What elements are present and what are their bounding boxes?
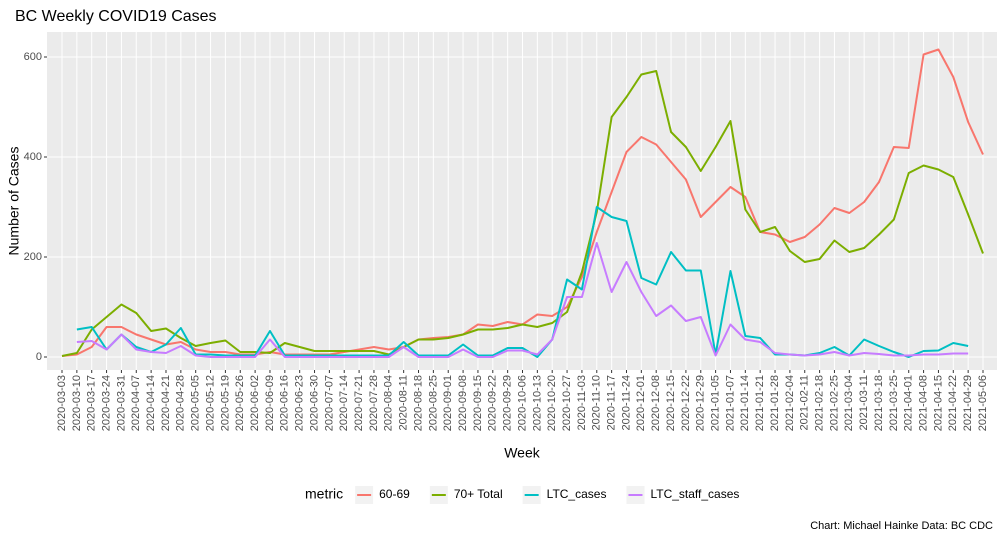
series-line <box>76 206 969 358</box>
x-tick-label: 2021-04-01 <box>903 375 915 431</box>
x-tick-label: 2020-05-19 <box>219 375 231 431</box>
x-tick-label: 2020-08-04 <box>383 375 395 431</box>
x-tick-label: 2020-08-25 <box>427 375 439 431</box>
x-tick-label: 2020-03-31 <box>115 375 127 431</box>
x-tick-label: 2020-06-02 <box>249 375 261 431</box>
x-tick-label: 2021-01-05 <box>710 375 722 431</box>
x-tick-label: 2020-11-17 <box>606 375 618 430</box>
y-tick-label: 200 <box>24 251 42 263</box>
x-tick-label: 2020-11-24 <box>620 375 632 430</box>
x-tick-label: 2020-09-29 <box>502 375 514 431</box>
x-tick-label: 2020-03-24 <box>100 375 112 431</box>
x-tick-label: 2021-01-07 <box>724 375 736 431</box>
chart-title: BC Weekly COVID19 Cases <box>15 8 217 25</box>
x-tick-label: 2020-03-17 <box>86 375 98 431</box>
x-tick-label: 2020-12-01 <box>635 375 647 431</box>
x-tick-label: 2020-09-15 <box>472 375 484 431</box>
x-tick-label: 2020-04-14 <box>145 375 157 431</box>
x-tick-label: 2020-09-22 <box>487 375 499 431</box>
x-tick-label: 2021-01-21 <box>754 375 766 431</box>
x-tick-label: 2020-08-11 <box>398 375 410 430</box>
x-tick-label: 2020-09-08 <box>457 375 469 431</box>
legend-title: metric <box>305 486 343 502</box>
x-tick-label: 2021-04-15 <box>932 375 944 431</box>
legend-label: LTC_staff_cases <box>650 487 739 501</box>
x-tick-label: 2020-03-10 <box>71 375 83 431</box>
x-tick-label: 2020-10-13 <box>531 375 543 431</box>
x-tick-label: 2021-04-29 <box>962 375 974 431</box>
x-tick-label: 2021-02-11 <box>799 375 811 430</box>
legend-label: LTC_cases <box>547 487 607 501</box>
x-tick-label: 2020-06-23 <box>294 375 306 431</box>
x-tick-label: 2020-04-28 <box>175 375 187 431</box>
x-tick-label: 2020-12-29 <box>695 375 707 431</box>
x-tick-label: 2020-07-21 <box>353 375 365 431</box>
x-tick-label: 2020-04-07 <box>130 375 142 431</box>
x-tick-label: 2020-05-05 <box>190 375 202 431</box>
x-tick-label: 2020-10-06 <box>516 375 528 431</box>
x-tick-label: 2020-09-01 <box>442 375 454 431</box>
x-tick-label: 2020-07-28 <box>368 375 380 431</box>
x-tick-label: 2020-05-12 <box>204 375 216 431</box>
caption: Chart: Michael Hainke Data: BC CDC <box>810 520 993 532</box>
x-tick-label: 2020-04-21 <box>160 375 172 431</box>
x-tick-label: 2021-04-08 <box>917 375 929 431</box>
x-tick-label: 2020-06-16 <box>279 375 291 431</box>
x-tick-label: 2021-05-06 <box>977 375 989 431</box>
x-tick-label: 2021-04-22 <box>947 375 959 431</box>
x-tick-label: 2020-07-07 <box>323 375 335 431</box>
x-tick-label: 2021-03-25 <box>888 375 900 431</box>
legend-label: 70+ Total <box>454 487 503 501</box>
x-tick-label: 2020-12-08 <box>650 375 662 431</box>
y-tick-label: 0 <box>36 351 42 363</box>
y-axis-title: Number of Cases <box>6 147 22 256</box>
x-tick-label: 2021-01-28 <box>769 375 781 431</box>
x-tick-label: 2021-02-18 <box>814 375 826 431</box>
x-tick-label: 2021-03-11 <box>858 375 870 430</box>
y-tick-label: 600 <box>24 51 42 63</box>
legend-label: 60-69 <box>379 487 410 501</box>
x-tick-label: 2020-12-15 <box>665 375 677 431</box>
series-line <box>76 242 969 358</box>
x-tick-label: 2021-02-25 <box>828 375 840 431</box>
y-tick-label: 400 <box>24 151 42 163</box>
x-tick-label: 2021-03-18 <box>873 375 885 431</box>
x-tick-label: 2020-06-30 <box>308 375 320 431</box>
x-axis-title: Week <box>504 445 541 461</box>
x-tick-label: 2021-03-04 <box>843 375 855 431</box>
x-tick-label: 2020-06-09 <box>264 375 276 431</box>
x-tick-label: 2020-03-03 <box>56 375 68 431</box>
x-tick-label: 2020-11-10 <box>591 375 603 430</box>
x-tick-label: 2021-02-04 <box>784 375 796 431</box>
x-tick-label: 2021-01-14 <box>739 375 751 431</box>
x-tick-label: 2020-11-03 <box>576 375 588 430</box>
x-tick-label: 2020-10-27 <box>561 375 573 431</box>
series-line <box>61 70 984 357</box>
x-tick-label: 2020-07-14 <box>338 375 350 431</box>
x-tick-label: 2020-12-22 <box>680 375 692 431</box>
x-tick-label: 2020-10-20 <box>546 375 558 431</box>
x-tick-label: 2020-05-26 <box>234 375 246 431</box>
x-tick-label: 2020-08-18 <box>412 375 424 431</box>
